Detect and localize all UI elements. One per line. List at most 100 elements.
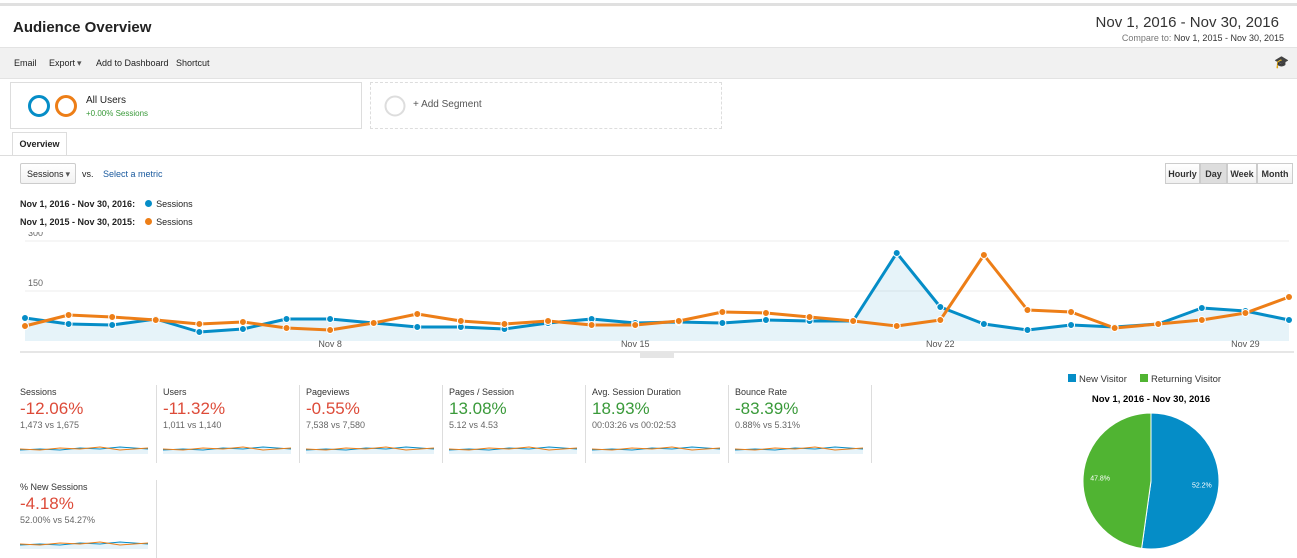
interval-button[interactable]: Hourly: [1165, 163, 1200, 184]
data-point: [500, 320, 509, 328]
data-point: [413, 310, 422, 318]
sparkline-line: [20, 446, 148, 451]
series-line: [24, 251, 1290, 334]
metric-comparison: 52.00% vs 54.27%: [20, 515, 96, 525]
data-point: [326, 315, 335, 323]
legend-period: Nov 1, 2016 - Nov 30, 2016:: [20, 199, 136, 209]
data-point: [282, 315, 291, 323]
legend-row: Nov 1, 2016 - Nov 30, 2016: Sessions: [20, 199, 193, 209]
metric-comparison: 1,473 vs 1,675: [20, 420, 80, 430]
sparkline-line: [449, 446, 577, 451]
toolbar: Email Export ▾ Add to Dashboard Shortcut…: [0, 47, 1297, 79]
legend-period: Nov 1, 2015 - Nov 30, 2015:: [20, 217, 136, 227]
metric-card: Bounce Rate -83.39% 0.88% vs 5.31%: [730, 385, 872, 463]
add-segment[interactable]: + Add Segment: [370, 82, 722, 129]
data-point: [674, 317, 683, 325]
metric-card: % New Sessions -4.18% 52.00% vs 54.27%: [15, 480, 157, 558]
data-point: [1285, 293, 1293, 301]
data-point: [1197, 304, 1206, 312]
add-to-dashboard-button[interactable]: Add to Dashboard: [96, 58, 169, 68]
pie-title: Nov 1, 2016 - Nov 30, 2016: [1092, 394, 1210, 405]
top-border: [0, 3, 1297, 6]
metric-card: Users -11.32% 1,011 vs 1,140: [158, 385, 300, 463]
metric-select[interactable]: Sessions ▾: [20, 163, 76, 184]
sparkline: [306, 446, 434, 454]
legend-label: Sessions: [156, 217, 193, 227]
x-tick-label: Nov 22: [926, 339, 955, 349]
interval-button[interactable]: Week: [1227, 163, 1257, 184]
date-range[interactable]: Nov 1, 2016 - Nov 30, 2016: [1095, 14, 1279, 31]
overview-tab[interactable]: Overview: [12, 132, 67, 155]
metric-name: Sessions: [20, 387, 57, 397]
data-point: [369, 319, 378, 327]
data-point: [1110, 324, 1119, 332]
data-point: [413, 323, 422, 331]
collapse-handle: [640, 352, 674, 358]
segment-ring: [55, 95, 77, 117]
metric-change: -0.55%: [306, 399, 360, 418]
sparkline-area: [306, 447, 434, 454]
data-point: [64, 320, 73, 328]
sparkline-line: [306, 446, 434, 451]
sparkline: [735, 446, 863, 454]
dropdown-caret[interactable]: ▾: [77, 58, 82, 68]
page-title: Audience Overview: [13, 19, 152, 36]
sparkline-line: [306, 446, 434, 451]
sparkline-line: [20, 541, 148, 546]
legend-label: Returning Visitor: [1151, 374, 1221, 385]
data-point: [108, 313, 117, 321]
data-point: [936, 316, 945, 324]
email-button[interactable]: Email: [14, 58, 37, 68]
data-point: [238, 325, 247, 333]
select-metric-link[interactable]: Select a metric: [103, 169, 163, 179]
data-point: [1067, 308, 1076, 316]
data-point: [892, 322, 901, 330]
data-point: [849, 317, 858, 325]
sparkline: [20, 446, 148, 454]
metric-card: Pages / Session 13.08% 5.12 vs 4.53: [444, 385, 586, 463]
segment-card[interactable]: All Users +0.00% Sessions: [10, 82, 362, 129]
metric-name: Pageviews: [306, 387, 350, 397]
metric-card: Pageviews -0.55% 7,538 vs 7,580: [301, 385, 443, 463]
data-point: [108, 321, 117, 329]
sparkline-line: [735, 446, 863, 451]
data-point: [1023, 306, 1032, 314]
compare-label: Compare to:: [1121, 33, 1172, 43]
data-point: [1241, 309, 1250, 317]
shortcut-button[interactable]: Shortcut: [176, 58, 210, 68]
metric-comparison: 00:03:26 vs 00:02:53: [592, 420, 677, 430]
academy-icon[interactable]: 🎓: [1274, 55, 1289, 69]
y-tick-label: 300: [28, 232, 43, 238]
sparkline: [20, 541, 148, 549]
data-point: [631, 321, 640, 329]
data-point: [282, 324, 291, 332]
metric-card: Avg. Session Duration 18.93% 00:03:26 vs 0…: [587, 385, 729, 463]
sparkline: [163, 446, 291, 454]
data-point: [718, 308, 727, 316]
export-button[interactable]: Export: [49, 58, 76, 68]
metric-comparison: 1,011 vs 1,140: [163, 420, 222, 430]
segment-ring: [28, 95, 50, 117]
metric-comparison: 5.12 vs 4.53: [449, 420, 499, 430]
legend-label: Sessions: [156, 199, 193, 209]
legend-label: New Visitor: [1079, 374, 1127, 385]
x-tick-label: Nov 15: [621, 339, 650, 349]
data-point: [21, 314, 29, 322]
interval-button[interactable]: Day: [1200, 163, 1227, 184]
segment-name: All Users: [86, 95, 127, 106]
metric-change: -4.18%: [20, 494, 74, 513]
add-ring: [384, 95, 406, 117]
interval-button[interactable]: Month: [1257, 163, 1293, 184]
sparkline-line: [20, 541, 148, 546]
compare-dates: Nov 1, 2015 - Nov 30, 2015: [1173, 33, 1284, 43]
metric-change: -11.32%: [163, 399, 226, 418]
data-point: [544, 317, 553, 325]
sparkline-area: [20, 447, 148, 454]
metric-name: % New Sessions: [20, 482, 88, 492]
metric-change: -83.39%: [735, 399, 799, 418]
data-point: [805, 313, 814, 321]
sparkline-line: [163, 446, 291, 451]
compare-range: Compare to: Nov 1, 2015 - Nov 30, 2015: [1122, 33, 1284, 43]
data-point: [1067, 321, 1076, 329]
metric-change: -12.06%: [20, 399, 84, 418]
